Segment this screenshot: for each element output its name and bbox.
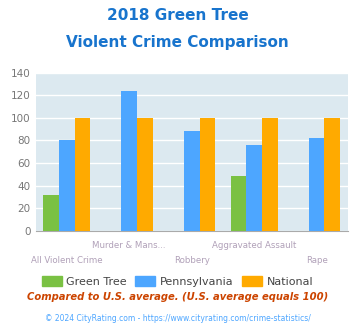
- Bar: [137, 118, 153, 231]
- Bar: [231, 176, 246, 231]
- Bar: [309, 138, 324, 231]
- Text: Robbery: Robbery: [174, 256, 210, 265]
- Text: 2018 Green Tree: 2018 Green Tree: [106, 8, 248, 23]
- Legend: Green Tree, Pennsylvania, National: Green Tree, Pennsylvania, National: [37, 271, 318, 291]
- Bar: [43, 195, 59, 231]
- Text: Compared to U.S. average. (U.S. average equals 100): Compared to U.S. average. (U.S. average …: [27, 292, 328, 302]
- Bar: [262, 118, 278, 231]
- Bar: [246, 145, 262, 231]
- Bar: [200, 118, 215, 231]
- Text: Aggravated Assault: Aggravated Assault: [212, 241, 296, 250]
- Bar: [324, 118, 340, 231]
- Bar: [184, 131, 200, 231]
- Bar: [121, 91, 137, 231]
- Bar: [75, 118, 90, 231]
- Text: All Violent Crime: All Violent Crime: [31, 256, 103, 265]
- Text: Violent Crime Comparison: Violent Crime Comparison: [66, 35, 289, 50]
- Text: Rape: Rape: [306, 256, 328, 265]
- Text: Murder & Mans...: Murder & Mans...: [92, 241, 166, 250]
- Bar: [59, 141, 75, 231]
- Text: © 2024 CityRating.com - https://www.cityrating.com/crime-statistics/: © 2024 CityRating.com - https://www.city…: [45, 314, 310, 323]
